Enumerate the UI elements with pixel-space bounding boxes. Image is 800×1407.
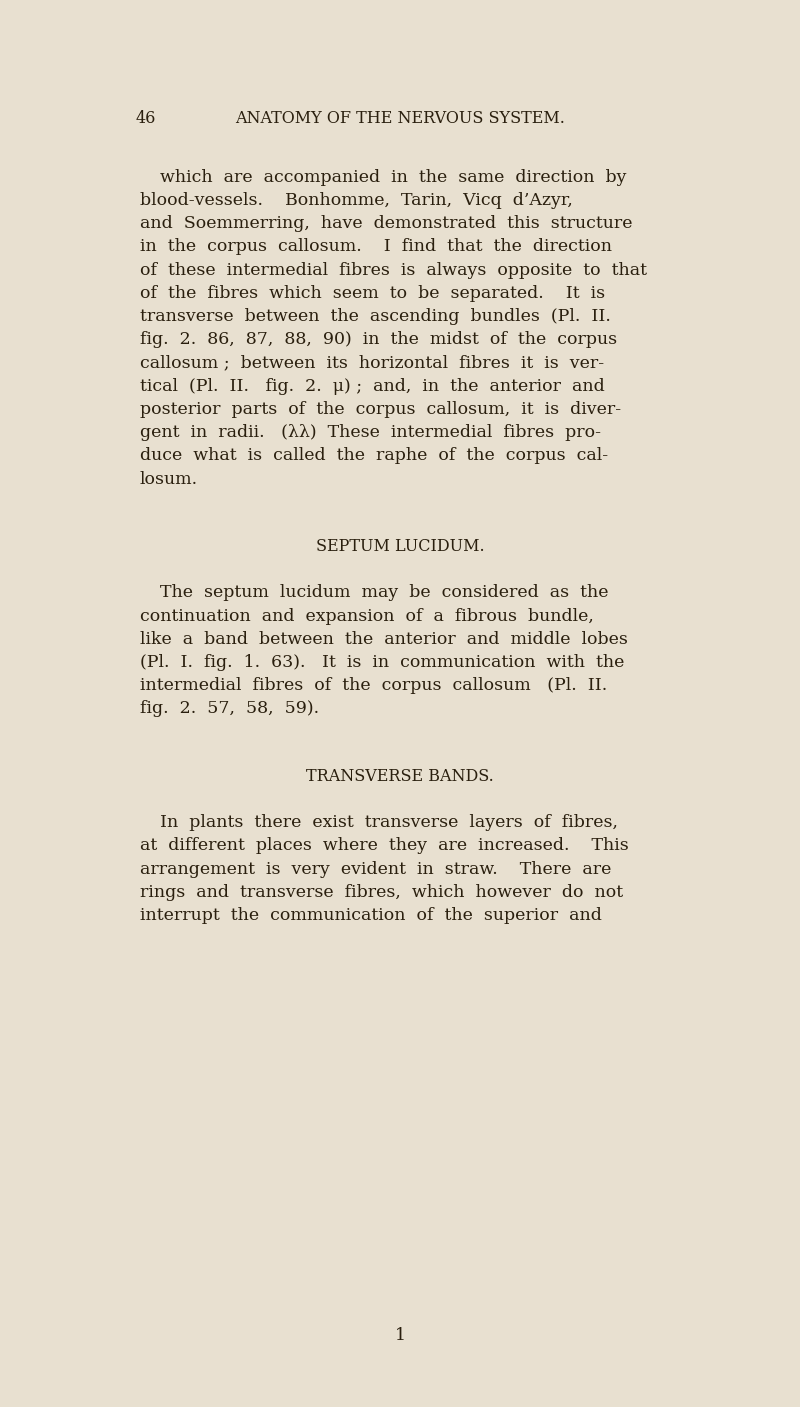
Text: 46: 46 [136, 110, 156, 127]
Text: arrangement  is  very  evident  in  straw.    There  are: arrangement is very evident in straw. Th… [140, 861, 611, 878]
Text: gent  in  radii.   (λλ)  These  intermedial  fibres  pro-: gent in radii. (λλ) These intermedial fi… [140, 424, 601, 442]
Text: in  the  corpus  callosum.    I  find  that  the  direction: in the corpus callosum. I find that the … [140, 238, 612, 256]
Text: posterior  parts  of  the  corpus  callosum,  it  is  diver-: posterior parts of the corpus callosum, … [140, 401, 621, 418]
Text: ANATOMY OF THE NERVOUS SYSTEM.: ANATOMY OF THE NERVOUS SYSTEM. [235, 110, 565, 127]
Text: which  are  accompanied  in  the  same  direction  by: which are accompanied in the same direct… [160, 169, 626, 186]
Text: transverse  between  the  ascending  bundles  (Pl.  II.: transverse between the ascending bundles… [140, 308, 611, 325]
Text: In  plants  there  exist  transverse  layers  of  fibres,: In plants there exist transverse layers … [160, 815, 618, 832]
Text: tical  (Pl.  II.   fig.  2.  μ) ;  and,  in  the  anterior  and: tical (Pl. II. fig. 2. μ) ; and, in the … [140, 377, 605, 395]
Text: of  the  fibres  which  seem  to  be  separated.    It  is: of the fibres which seem to be separated… [140, 284, 605, 303]
Text: callosum ;  between  its  horizontal  fibres  it  is  ver-: callosum ; between its horizontal fibres… [140, 355, 604, 371]
Text: (Pl.  I.  fig.  1.  63).   It  is  in  communication  with  the: (Pl. I. fig. 1. 63). It is in communicat… [140, 654, 624, 671]
Text: continuation  and  expansion  of  a  fibrous  bundle,: continuation and expansion of a fibrous … [140, 608, 594, 625]
Text: fig.  2.  86,  87,  88,  90)  in  the  midst  of  the  corpus: fig. 2. 86, 87, 88, 90) in the midst of … [140, 331, 617, 349]
Text: 1: 1 [394, 1327, 406, 1344]
Text: at  different  places  where  they  are  increased.    This: at different places where they are incre… [140, 837, 629, 854]
Text: and  Soemmerring,  have  demonstrated  this  structure: and Soemmerring, have demonstrated this … [140, 215, 633, 232]
Text: The  septum  lucidum  may  be  considered  as  the: The septum lucidum may be considered as … [160, 584, 609, 601]
Text: rings  and  transverse  fibres,  which  however  do  not: rings and transverse fibres, which howev… [140, 884, 623, 900]
Text: of  these  intermedial  fibres  is  always  opposite  to  that: of these intermedial fibres is always op… [140, 262, 647, 279]
Text: TRANSVERSE BANDS.: TRANSVERSE BANDS. [306, 768, 494, 785]
Text: interrupt  the  communication  of  the  superior  and: interrupt the communication of the super… [140, 908, 602, 924]
Text: fig.  2.  57,  58,  59).: fig. 2. 57, 58, 59). [140, 701, 319, 718]
Text: blood-vessels.    Bonhomme,  Tarin,  Vicq  d’Azyr,: blood-vessels. Bonhomme, Tarin, Vicq d’A… [140, 191, 573, 210]
Text: SEPTUM LUCIDUM.: SEPTUM LUCIDUM. [316, 537, 484, 554]
Text: duce  what  is  called  the  raphe  of  the  corpus  cal-: duce what is called the raphe of the cor… [140, 447, 608, 464]
Text: losum.: losum. [140, 470, 198, 488]
Text: intermedial  fibres  of  the  corpus  callosum   (Pl.  II.: intermedial fibres of the corpus callosu… [140, 677, 607, 694]
Text: like  a  band  between  the  anterior  and  middle  lobes: like a band between the anterior and mid… [140, 630, 628, 647]
